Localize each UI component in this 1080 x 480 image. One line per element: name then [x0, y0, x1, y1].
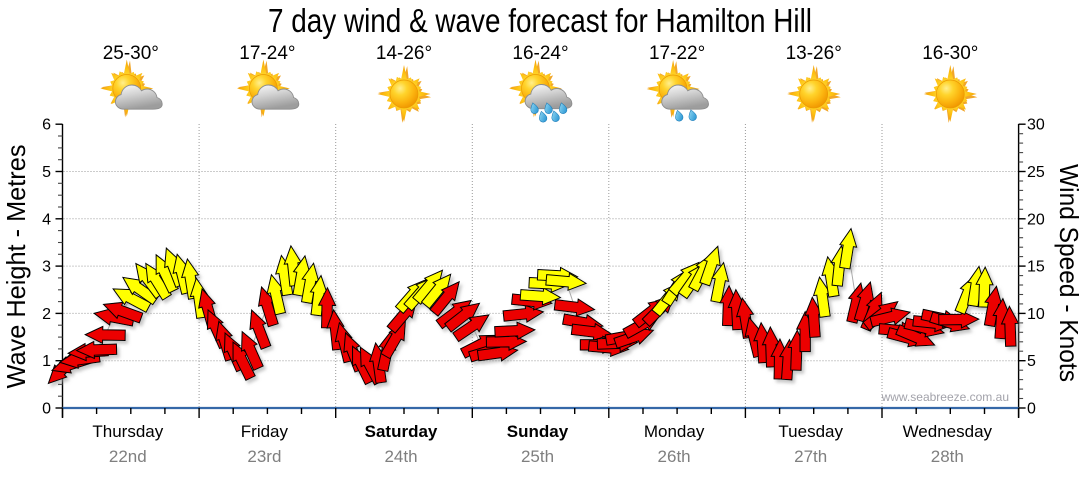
svg-text:1: 1: [42, 353, 51, 370]
svg-text:17-24°: 17-24°: [239, 43, 295, 64]
svg-text:30: 30: [1027, 117, 1045, 134]
svg-text:2: 2: [42, 306, 51, 323]
svg-text:16-24°: 16-24°: [512, 43, 568, 64]
svg-text:25th: 25th: [521, 447, 554, 466]
svg-text:Saturday: Saturday: [365, 422, 438, 441]
svg-text:25: 25: [1027, 164, 1045, 181]
svg-text:24th: 24th: [384, 447, 417, 466]
svg-text:5: 5: [42, 164, 51, 181]
svg-text:20: 20: [1027, 211, 1045, 228]
svg-text:13-26°: 13-26°: [786, 43, 842, 64]
svg-text:28th: 28th: [931, 447, 964, 466]
svg-text:10: 10: [1027, 306, 1045, 323]
svg-text:0: 0: [1027, 401, 1036, 418]
svg-text:Monday: Monday: [644, 422, 705, 441]
svg-text:15: 15: [1027, 259, 1045, 276]
svg-text:17-22°: 17-22°: [649, 43, 705, 64]
svg-text:Tuesday: Tuesday: [778, 422, 843, 441]
svg-text:25-30°: 25-30°: [103, 43, 159, 64]
svg-text:4: 4: [42, 211, 51, 228]
svg-text:7 day wind & wave forecast for: 7 day wind & wave forecast for Hamilton …: [268, 2, 812, 39]
svg-text:Thursday: Thursday: [92, 422, 163, 441]
svg-text:Wave Height - Metres: Wave Height - Metres: [1, 145, 31, 389]
svg-text:www.seabreeze.com.au: www.seabreeze.com.au: [881, 390, 1009, 404]
svg-text:Wind Speed - Knots: Wind Speed - Knots: [1054, 164, 1080, 382]
svg-text:16-30°: 16-30°: [922, 43, 978, 64]
svg-text:27th: 27th: [794, 447, 827, 466]
svg-text:22nd: 22nd: [109, 447, 147, 466]
svg-text:Sunday: Sunday: [507, 422, 569, 441]
svg-text:23rd: 23rd: [247, 447, 281, 466]
svg-text:Wednesday: Wednesday: [903, 422, 993, 441]
svg-text:0: 0: [42, 401, 51, 418]
svg-text:5: 5: [1027, 353, 1036, 370]
svg-text:26th: 26th: [658, 447, 691, 466]
svg-text:3: 3: [42, 259, 51, 276]
svg-text:Friday: Friday: [241, 422, 289, 441]
svg-text:6: 6: [42, 117, 51, 134]
svg-text:14-26°: 14-26°: [376, 43, 432, 64]
